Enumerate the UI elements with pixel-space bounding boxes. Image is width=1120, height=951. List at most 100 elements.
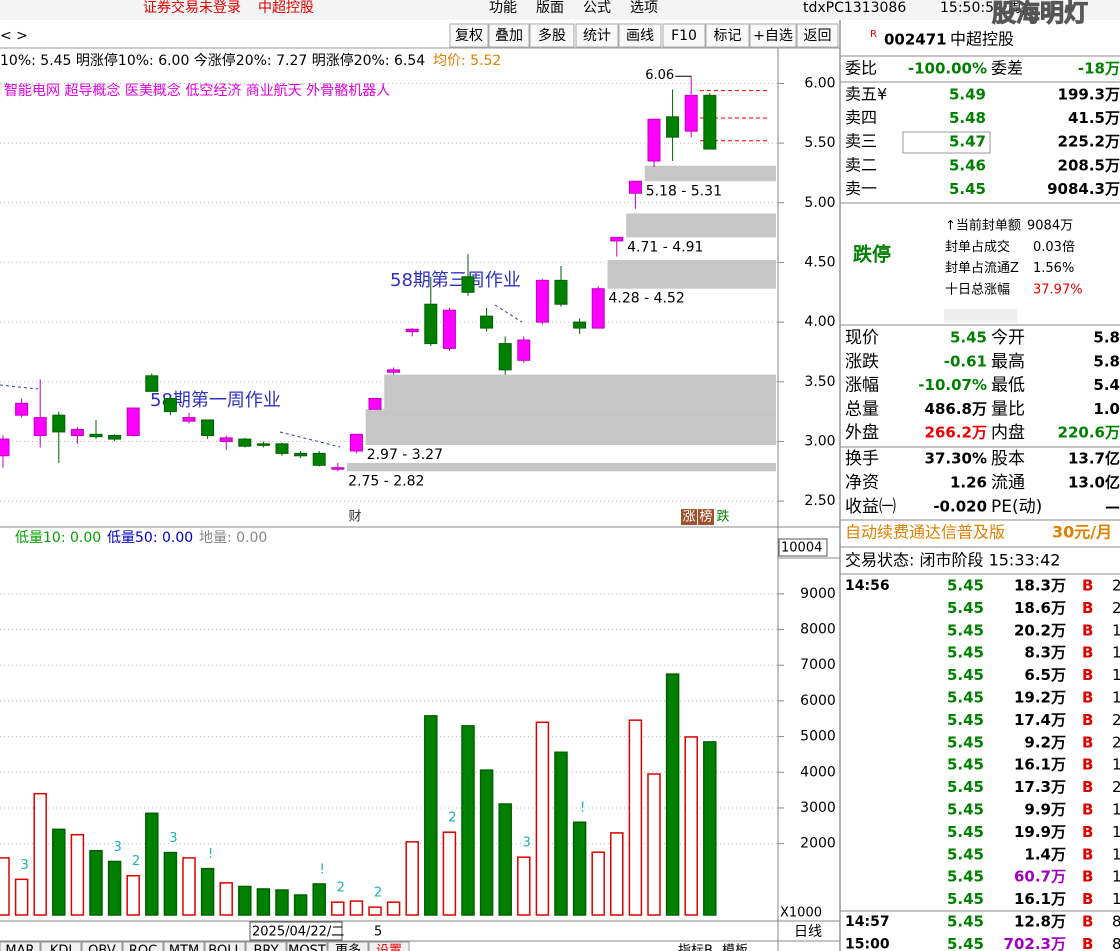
tab-label[interactable]: BRY [253,944,278,951]
toolbar-button[interactable] [749,23,797,48]
y-tick-label: 8000 [800,622,836,638]
gap-zone [347,462,776,472]
tab-label[interactable]: KDJ [50,944,72,951]
tab-label[interactable]: 更多 [335,943,361,951]
trade-count: 2 [1112,599,1120,617]
trade-price: 5.45 [947,599,984,617]
trade-side: B [1082,778,1093,796]
concepts: 智能电网 超导概念 医美概念 低空经济 商业航天 外骨骼机器人 [4,82,390,99]
tab-label[interactable]: OBV [88,944,116,951]
seal-label: 十日总涨幅 [945,282,1010,297]
quote-label: 净资 [845,473,879,493]
tab[interactable] [81,941,123,951]
unit-label: X1000 [780,906,822,921]
volume-bar [628,719,643,916]
volume-bar [126,874,140,916]
trade-side: B [1082,711,1093,729]
trade-side: B [1082,823,1093,841]
volume-bar [349,900,364,916]
marker: 财 [348,510,361,525]
volume-bar [145,812,159,916]
tab[interactable] [327,941,369,951]
trade-time: 14:57 [845,914,890,930]
seal-value: 9084万 [1027,219,1073,234]
tab-label[interactable]: 设置 [376,944,402,951]
toolbar-button[interactable] [449,23,489,48]
tab[interactable] [163,941,205,951]
toolbar-label[interactable]: 多股 [538,27,566,44]
quote-value: 486.8万 [925,400,987,418]
trade-count: 1 [1112,845,1120,863]
tab[interactable] [40,941,82,951]
menu-item[interactable]: 功能 [489,0,517,16]
toolbar-button[interactable] [488,23,530,48]
toolbar-label[interactable]: 返回 [804,28,832,44]
tab-label[interactable]: BOLL [208,944,242,951]
toolbar-label[interactable]: 统计 [583,28,611,44]
tab-label[interactable]: ROC [129,944,157,951]
volume-bar [424,715,438,916]
tab-label[interactable]: MAR [5,944,34,951]
toolbar-label[interactable]: +自选 [753,28,793,44]
volume-bar [554,751,568,916]
avg-price: 均价: 5.52 [433,53,501,69]
candle-body [349,433,363,452]
label: 委比 [845,59,877,78]
toolbar-button[interactable] [705,23,750,48]
y-tick-label: 7000 [800,657,836,673]
tab[interactable] [245,941,287,951]
trade-volume: 20.2万 [1014,621,1066,639]
candle-body [591,288,605,329]
trade-volume: 702.3万 [1004,935,1066,951]
volume-bar [238,885,252,916]
menu-item[interactable]: 公式 [583,0,611,16]
toolbar-label[interactable]: 叠加 [495,28,523,44]
menu-item[interactable]: 版面 [536,0,564,16]
toolbar-label[interactable]: 画线 [626,28,654,44]
gap-zone [607,260,776,289]
volume-marker: 2 [448,811,456,826]
value: -18万 [1078,60,1120,78]
candle-body [647,118,661,162]
tab-label[interactable]: MOST [288,944,326,951]
tab[interactable] [286,941,328,951]
banner-price[interactable]: 30元/月 [1052,523,1112,542]
trade-price: 5.45 [947,621,984,639]
y-tick-label: 4.00 [804,314,835,330]
toolbar-button[interactable] [575,23,619,48]
quote-value: 5.4 [1093,376,1120,394]
menu-item[interactable]: 选项 [630,0,658,16]
tab[interactable] [204,941,246,951]
toolbar-button[interactable] [796,23,839,48]
trade-side: B [1082,644,1093,662]
banner[interactable]: 自动续费通达信普及版 [845,523,1005,542]
volume-bar [665,673,680,916]
quote-value: 266.2万 [925,424,987,442]
candle-body [201,419,215,436]
candle-body [387,369,401,373]
tab[interactable] [368,941,410,951]
toolbar-label[interactable]: F10 [671,28,697,44]
volume-bar [479,769,494,916]
volume-bar [535,721,550,916]
toolbar-label[interactable]: 复权 [455,27,483,44]
trade-volume: 17.4万 [1014,711,1066,729]
toolbar-button[interactable] [529,23,575,48]
tab-label[interactable]: 模板 [722,944,748,951]
quote-label: 最低 [991,376,1025,396]
toolbar-button[interactable] [618,23,662,48]
trade-side: B [1082,756,1093,774]
tab[interactable] [122,941,164,951]
collapse-handle[interactable] [944,309,1017,323]
toolbar-label[interactable]: 标记 [714,28,742,44]
candle-body [70,429,84,436]
trade-count: 1 [1112,644,1120,662]
quote-label: 涨跌 [845,352,879,372]
toolbar-button[interactable] [662,23,706,48]
trade-price: 5.45 [947,890,984,908]
period-label[interactable]: 日线 [794,924,822,940]
tab-label[interactable]: 指标B [678,944,713,951]
highlight-box [902,131,991,154]
tab[interactable] [0,941,41,951]
tab-label[interactable]: MTM [169,944,199,951]
